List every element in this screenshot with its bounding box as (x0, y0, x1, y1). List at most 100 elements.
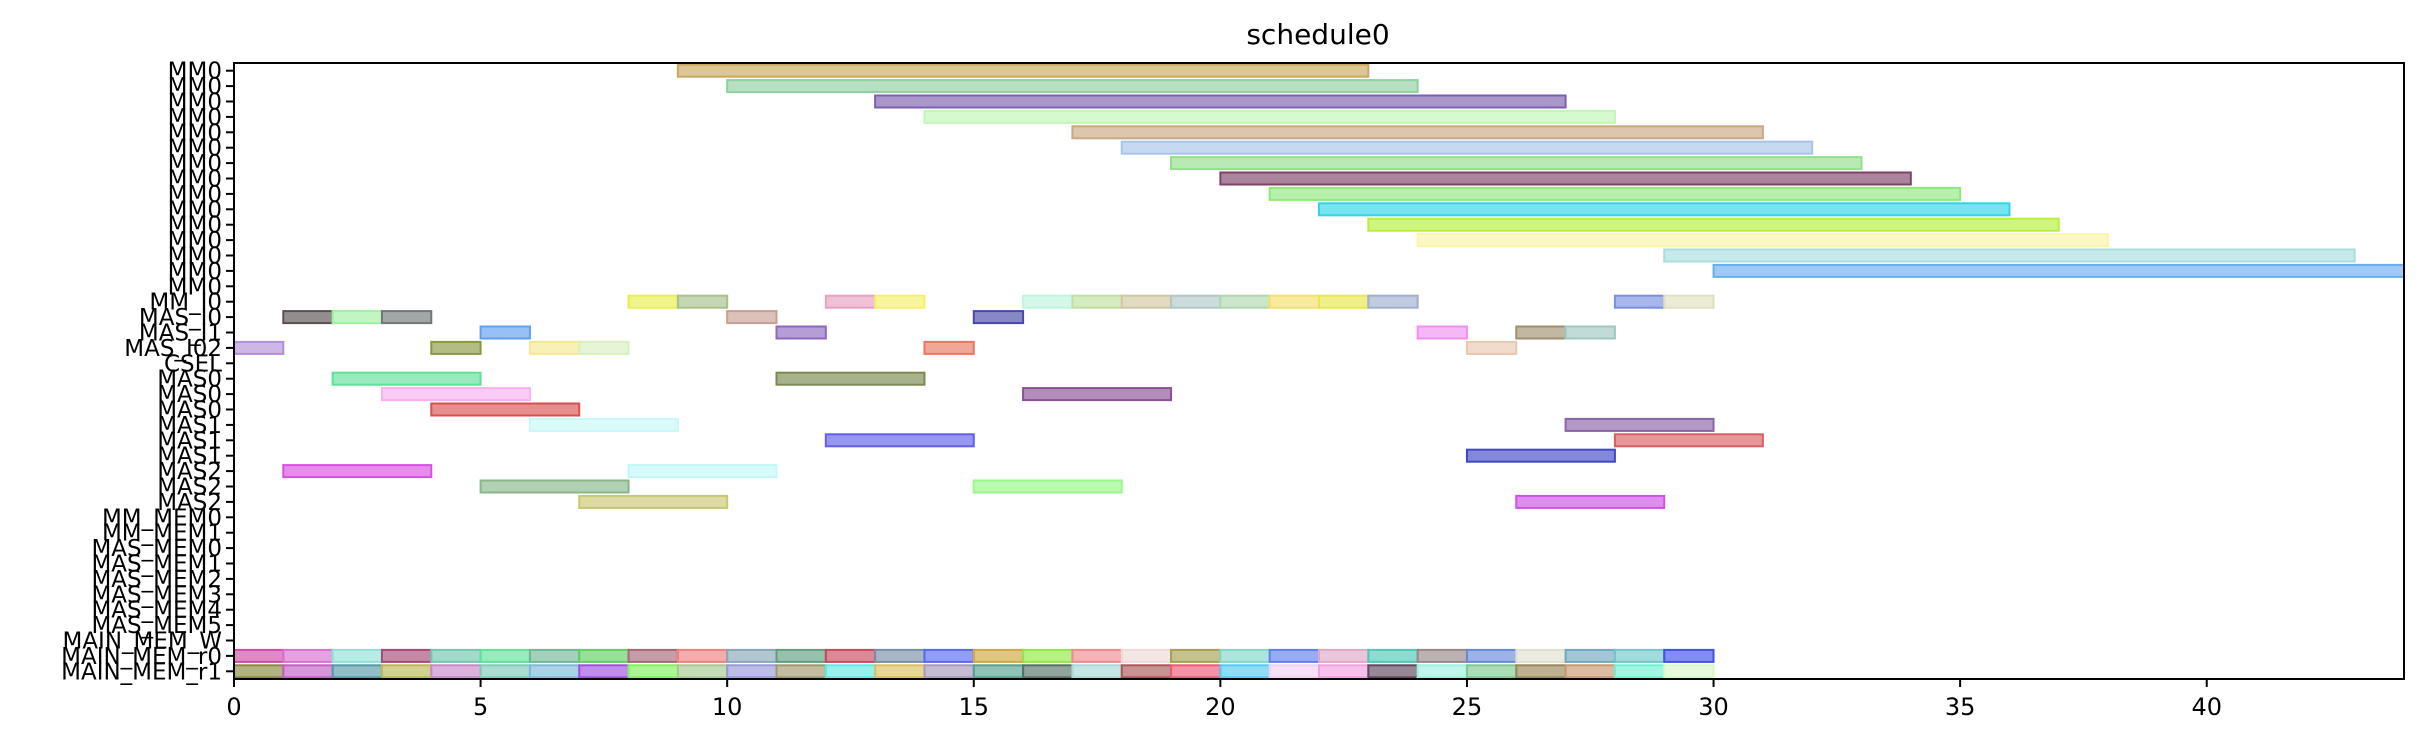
memory-cell-bar (1564, 664, 1616, 679)
task-bar (1416, 325, 1468, 340)
memory-cell-bar (1071, 664, 1123, 679)
x-tick-label: 35 (1945, 693, 1976, 721)
memory-cell-bar (479, 664, 531, 679)
x-tick-label: 40 (2191, 693, 2222, 721)
task-bar (1613, 294, 1666, 309)
memory-cell-bar (923, 664, 975, 679)
memory-cell-bar (1416, 648, 1468, 663)
memory-cell-bar (874, 664, 926, 679)
task-bar (1071, 294, 1123, 309)
y-tick-label: MM0 (168, 244, 222, 270)
x-tick-label: 20 (1205, 693, 1236, 721)
memory-cell-bar (1170, 664, 1222, 679)
y-tick-label: MM0 (168, 228, 222, 254)
task-bar (331, 310, 383, 325)
memory-cell-bar (824, 648, 877, 663)
memory-cell-bar (1219, 664, 1271, 679)
y-tick-label: MAS1 (157, 444, 222, 470)
task-bar (1268, 186, 1962, 201)
task-bar (1465, 448, 1616, 463)
y-tick-label: MAS0 (157, 398, 222, 424)
memory-cell-bar (627, 664, 679, 679)
memory-cell-bar (1465, 664, 1518, 679)
task-bar (1663, 248, 2356, 263)
memory-cell-bar (578, 664, 630, 679)
y-tick-label: MAS0 (157, 367, 222, 393)
memory-cell-bar (923, 648, 975, 663)
task-bar (1465, 340, 1518, 355)
memory-cell-bar (726, 664, 778, 679)
y-tick-label: MM_MEM1 (102, 521, 222, 547)
memory-cell-bar (528, 664, 581, 679)
task-bar (676, 63, 1370, 78)
memory-cell-bar (824, 664, 877, 679)
task-bar (1071, 125, 1764, 140)
y-tick-label: MM0 (168, 197, 222, 223)
bars-layer (233, 63, 2405, 679)
memory-cell-bar (676, 664, 729, 679)
x-axis: 0 5 10 15 20 25 30 35 40 (226, 679, 2222, 721)
memory-cell-bar (1120, 648, 1173, 663)
y-tick-label: MAS2 (157, 475, 222, 501)
memory-cell-bar (1318, 648, 1370, 663)
y-tick-label: MAS_I0 (139, 305, 222, 331)
y-tick-label: MM0 (168, 182, 222, 208)
memory-cell-bar (1515, 648, 1567, 663)
task-bar (380, 310, 433, 325)
y-tick-label: MAIN_MEM_r1 (61, 659, 222, 685)
memory-cell-bar (775, 648, 827, 663)
memory-cell-bar (874, 648, 926, 663)
task-bar (1712, 263, 2405, 278)
task-bar (1022, 294, 1074, 309)
x-tick-label: 25 (1452, 693, 1483, 721)
memory-cell-bar (726, 648, 778, 663)
task-bar (380, 387, 531, 402)
task-bar (726, 79, 1419, 94)
memory-cell-bar (1022, 648, 1074, 663)
task-bar (1663, 294, 1715, 309)
y-tick-label: MAS_MEM0 (91, 536, 222, 562)
memory-cell-bar (1120, 664, 1173, 679)
y-tick-label: MM0 (168, 151, 222, 177)
memory-cell-bar (1465, 648, 1518, 663)
memory-cell-bar (1663, 648, 1715, 663)
task-bar (1564, 417, 1715, 432)
task-bar (578, 340, 630, 355)
y-tick-label: MM_MEM0 (102, 505, 222, 531)
task-bar (775, 371, 926, 386)
task-bar (1515, 325, 1567, 340)
task-bar (874, 294, 926, 309)
memory-cell-bar (1367, 648, 1419, 663)
task-bar (627, 464, 778, 479)
chart-title: schedule0 (1246, 18, 1389, 51)
memory-cell-bar (1613, 664, 1666, 679)
y-tick-label: MAS_MEM4 (91, 598, 222, 624)
x-tick-label: 15 (958, 693, 989, 721)
memory-cell-bar (1268, 648, 1320, 663)
task-bar (1564, 325, 1616, 340)
plot-frame (233, 62, 2405, 680)
task-bar (1170, 156, 1863, 171)
x-tick-label: 0 (226, 693, 241, 721)
task-bar (1318, 294, 1370, 309)
memory-cell-bar (1022, 664, 1074, 679)
y-axis: MM0MM0MM0MM0MM0MM0MM0MM0MM0MM0MM0MM0MM0M… (61, 59, 234, 685)
task-bar (282, 310, 334, 325)
y-tick-label: MAS1 (157, 428, 222, 454)
y-tick-label: MM0 (168, 259, 222, 285)
task-bar (1515, 494, 1666, 509)
memory-cell-bar (1564, 648, 1616, 663)
task-bar (1219, 171, 1912, 186)
y-tick-label: MAS2 (157, 459, 222, 485)
y-tick-label: MAS_I1 (139, 321, 222, 347)
task-bar (726, 310, 778, 325)
memory-cell-bar (1318, 664, 1370, 679)
task-bar (1170, 294, 1222, 309)
y-tick-label: MAS0 (157, 382, 222, 408)
task-bar (1022, 387, 1173, 402)
memory-cell-bar (1663, 664, 1715, 679)
memory-cell-bar (479, 648, 531, 663)
task-bar (972, 479, 1123, 494)
task-bar (1268, 294, 1320, 309)
